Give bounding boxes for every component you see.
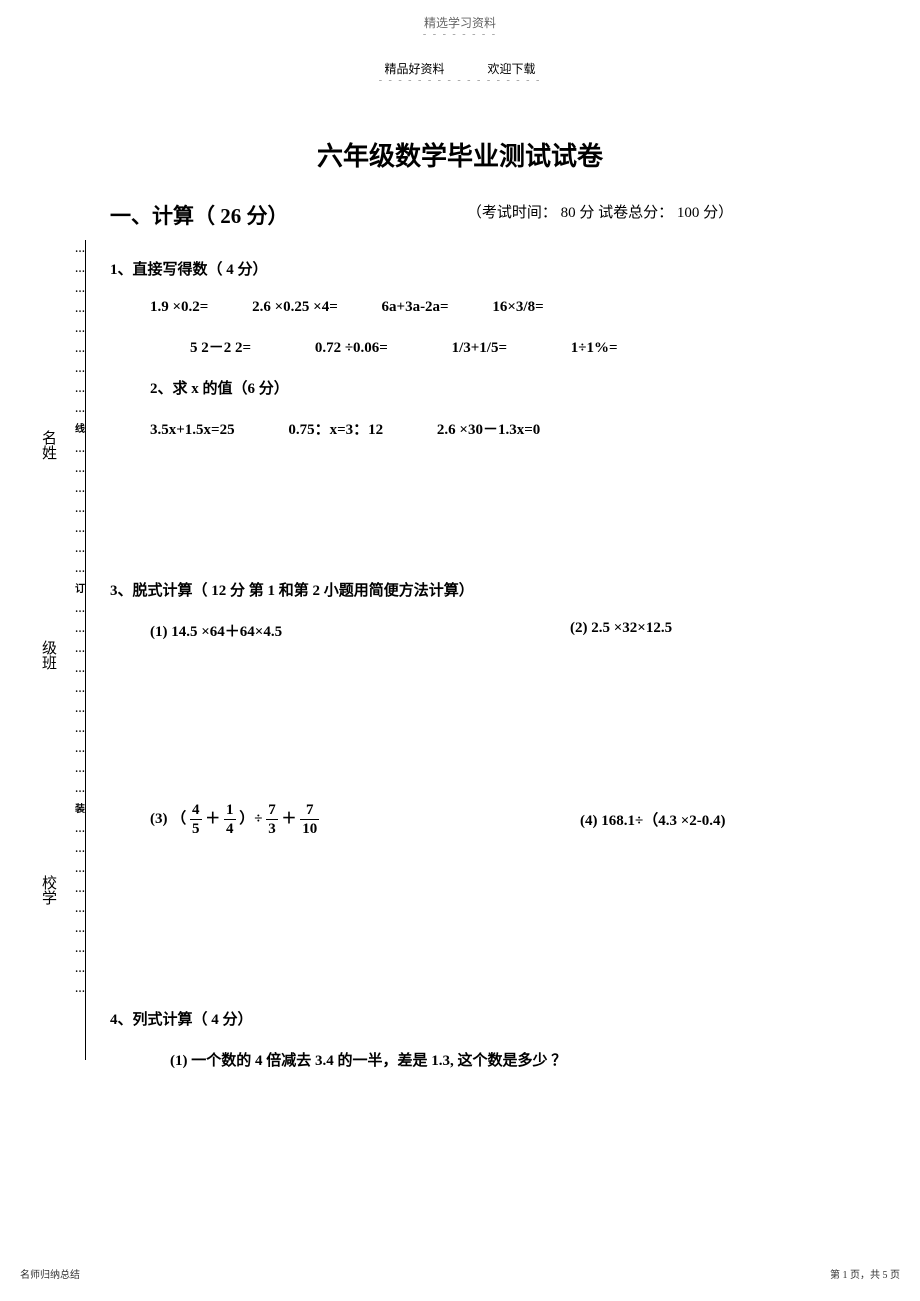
- q3r2a: (3) （ 45 ＋ 14 ）÷ 73 ＋ 710: [150, 801, 580, 838]
- sub-header-right: 欢迎下载: [488, 62, 536, 76]
- sub-header-left: 精品好资料: [384, 62, 444, 76]
- q4-sub1: (1) 一个数的 4 倍减去 3.4 的一半，差是 1.3, 这个数是多少 ？: [110, 1049, 870, 1070]
- q3r2a-prefix: (3) （: [150, 811, 186, 827]
- label-school: 校学: [38, 875, 59, 905]
- q1r1a: 1.9 ×0.2=: [150, 299, 208, 316]
- q1r1d: 16×3/8=: [492, 299, 543, 316]
- page-title: 六年级数学毕业测试试卷: [0, 136, 920, 173]
- top-header: 精选学习资料: [0, 0, 920, 31]
- q1r2a: 5 2－2 2=: [190, 336, 251, 357]
- label-zhuang: 装: [75, 800, 85, 820]
- q1r2b: 0.72 ÷0.06=: [315, 340, 388, 357]
- frac-4-5: 45: [190, 801, 202, 838]
- frac-7-10: 710: [300, 801, 319, 838]
- q2-title: 2、求 x 的值（6 分）: [110, 377, 870, 398]
- footer-right: 第 1 页，共 5 页: [830, 1266, 900, 1281]
- q2-row: 3.5x+1.5x=25 0.75：x=3：12 2.6 ×30－1.3x=0: [110, 418, 870, 439]
- q3-row1: (1) 14.5 ×64＋64×4.5 (2) 2.5 ×32×12.5: [110, 620, 870, 641]
- q3-row2: (3) （ 45 ＋ 14 ）÷ 73 ＋ 710 (4) 168.1÷（4.3…: [110, 801, 870, 838]
- footer-left: 名师归纳总结: [20, 1266, 80, 1281]
- q1r1c: 6a+3a-2a=: [382, 299, 449, 316]
- dots-column: ……………………… 线 ………………… 订 ………………………… 装 ………………: [75, 240, 85, 1000]
- q3r1b: (2) 2.5 ×32×12.5: [570, 620, 810, 641]
- q2c: 2.6 ×30－1.3x=0: [437, 418, 540, 439]
- frac-1-4: 14: [224, 801, 236, 838]
- q1-title: 1、直接写得数（ 4 分）: [110, 258, 870, 279]
- content-body: 一、计算（ 26 分） 1、直接写得数（ 4 分） 1.9 ×0.2= 2.6 …: [110, 200, 870, 1070]
- q3r1a: (1) 14.5 ×64＋64×4.5: [150, 620, 282, 641]
- label-xian: 线: [75, 420, 85, 440]
- q1r2d: 1÷1%=: [571, 340, 618, 357]
- top-dashes: - - - - - - - -: [0, 29, 920, 40]
- label-name: 名姓: [38, 430, 59, 460]
- q3-op2: ）÷: [239, 811, 262, 827]
- q3-title: 3、脱式计算（ 12 分 第 1 和第 2 小题用简便方法计算）: [110, 579, 870, 600]
- label-ding: 订: [75, 580, 85, 600]
- q3-op3: ＋: [282, 811, 297, 827]
- q3-op1: ＋: [205, 811, 220, 827]
- frac-7-3: 73: [266, 801, 278, 838]
- q3r2b: (4) 168.1÷（4.3 ×2-0.4): [580, 809, 870, 830]
- sub-dashes: - - - - - - - - - - - - - - - - -: [0, 75, 920, 86]
- q4-title: 4、列式计算（ 4 分）: [110, 1008, 870, 1029]
- q2b: 0.75：x=3：12: [288, 418, 383, 439]
- label-class: 级班: [38, 640, 59, 670]
- seal-line: [85, 240, 86, 1060]
- q2a: 3.5x+1.5x=25: [150, 422, 235, 439]
- q1-row2: 5 2－2 2= 0.72 ÷0.06= 1/3+1/5= 1÷1%=: [110, 336, 870, 357]
- q1r1b: 2.6 ×0.25 ×4=: [252, 299, 338, 316]
- q1r2c: 1/3+1/5=: [452, 340, 507, 357]
- binding-margin: ……………………… 线 ………………… 订 ………………………… 装 ………………: [40, 240, 100, 1060]
- q1-row1: 1.9 ×0.2= 2.6 ×0.25 ×4= 6a+3a-2a= 16×3/8…: [110, 299, 870, 316]
- section1-title: 一、计算（ 26 分）: [110, 200, 870, 230]
